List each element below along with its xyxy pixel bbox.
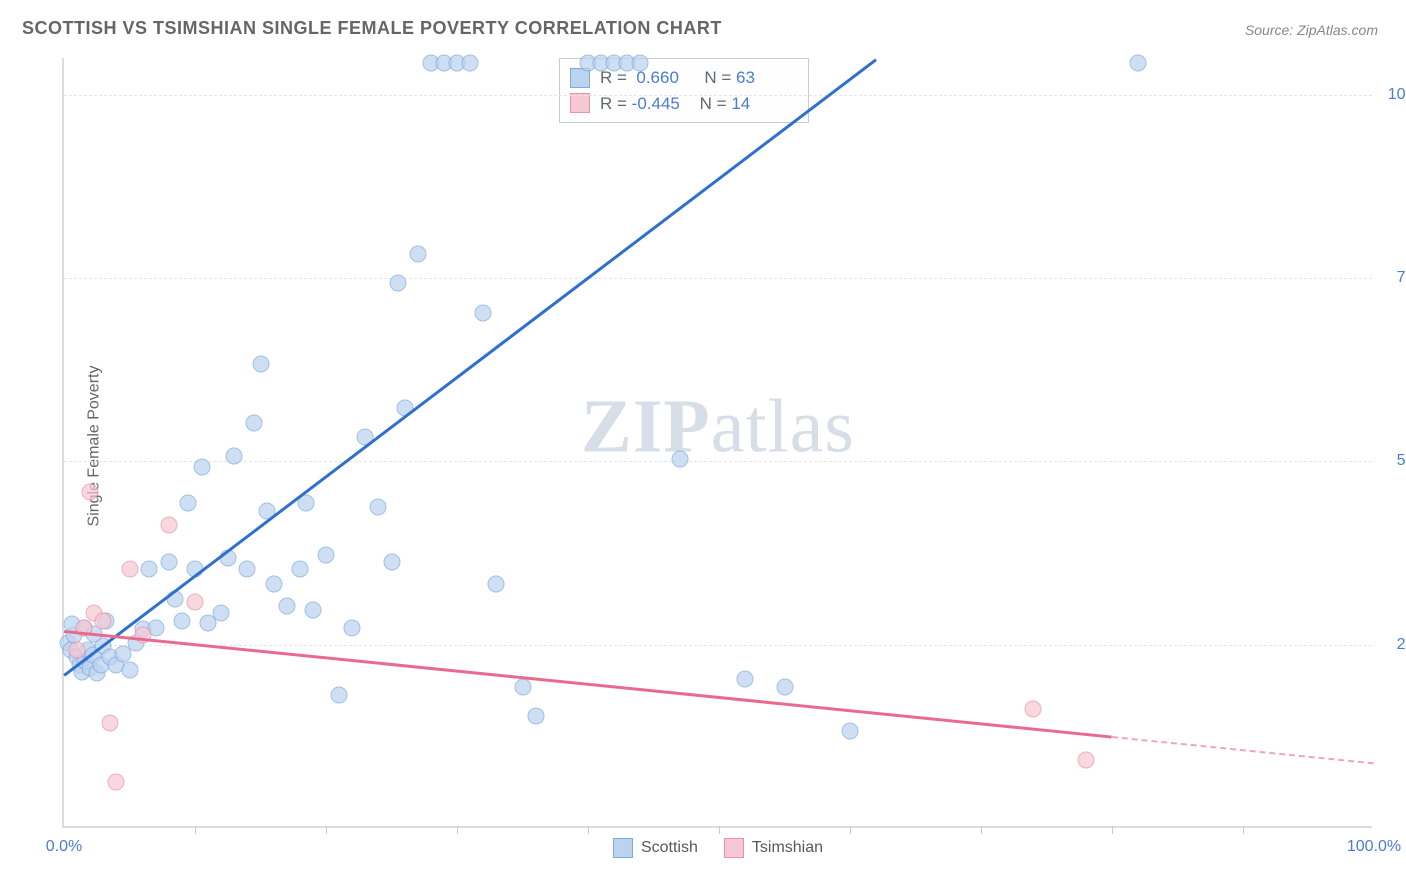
data-point	[776, 678, 793, 695]
data-point	[390, 275, 407, 292]
data-point	[160, 517, 177, 534]
regression-line	[63, 58, 877, 676]
regression-line	[1112, 736, 1374, 764]
data-point	[632, 55, 649, 72]
data-point	[383, 554, 400, 571]
gridline	[64, 95, 1372, 96]
data-point	[160, 554, 177, 571]
x-tick-mark	[1112, 826, 1113, 834]
legend: Scottish Tsimshian	[613, 838, 823, 858]
x-tick-mark	[326, 826, 327, 834]
gridline	[64, 278, 1372, 279]
data-point	[226, 447, 243, 464]
data-point	[462, 55, 479, 72]
x-tick-mark	[195, 826, 196, 834]
data-point	[278, 598, 295, 615]
data-point	[1025, 700, 1042, 717]
x-tick-mark	[981, 826, 982, 834]
y-tick-label: 100.0%	[1382, 86, 1406, 104]
data-point	[141, 561, 158, 578]
data-point	[108, 774, 125, 791]
watermark: ZIPatlas	[581, 383, 855, 470]
gridline	[64, 645, 1372, 646]
y-tick-label: 50.0%	[1382, 452, 1406, 470]
data-point	[121, 661, 138, 678]
swatch-icon	[570, 93, 590, 113]
data-point	[187, 594, 204, 611]
data-point	[101, 715, 118, 732]
data-point	[193, 458, 210, 475]
data-point	[69, 642, 86, 659]
data-point	[527, 708, 544, 725]
data-point	[331, 687, 348, 704]
data-point	[1077, 752, 1094, 769]
regression-line	[64, 630, 1112, 738]
data-point	[95, 612, 112, 629]
chart-title: SCOTTISH VS TSIMSHIAN SINGLE FEMALE POVE…	[22, 18, 722, 39]
x-tick-mark	[1243, 826, 1244, 834]
data-point	[304, 601, 321, 618]
data-point	[737, 671, 754, 688]
x-tick-mark	[850, 826, 851, 834]
swatch-icon	[613, 838, 633, 858]
x-tick-mark	[588, 826, 589, 834]
x-tick-label: 100.0%	[1347, 838, 1401, 856]
data-point	[213, 605, 230, 622]
data-point	[318, 546, 335, 563]
data-point	[1130, 55, 1147, 72]
data-point	[245, 414, 262, 431]
gridline	[64, 461, 1372, 462]
y-tick-label: 25.0%	[1382, 636, 1406, 654]
source-attribution: Source: ZipAtlas.com	[1245, 22, 1378, 38]
data-point	[173, 612, 190, 629]
data-point	[134, 627, 151, 644]
x-tick-mark	[719, 826, 720, 834]
data-point	[82, 484, 99, 501]
data-point	[121, 561, 138, 578]
data-point	[180, 495, 197, 512]
data-point	[252, 356, 269, 373]
scatter-plot: ZIPatlas R = 0.660 N = 63 R = -0.445 N =…	[62, 58, 1372, 828]
y-tick-label: 75.0%	[1382, 269, 1406, 287]
legend-item-tsimshian: Tsimshian	[724, 838, 823, 858]
data-point	[370, 499, 387, 516]
data-point	[488, 576, 505, 593]
data-point	[291, 561, 308, 578]
data-point	[514, 678, 531, 695]
x-tick-mark	[457, 826, 458, 834]
data-point	[671, 451, 688, 468]
data-point	[265, 576, 282, 593]
data-point	[409, 246, 426, 263]
legend-item-scottish: Scottish	[613, 838, 698, 858]
x-tick-label: 0.0%	[46, 838, 82, 856]
data-point	[475, 304, 492, 321]
swatch-icon	[724, 838, 744, 858]
data-point	[344, 620, 361, 637]
data-point	[239, 561, 256, 578]
data-point	[842, 722, 859, 739]
